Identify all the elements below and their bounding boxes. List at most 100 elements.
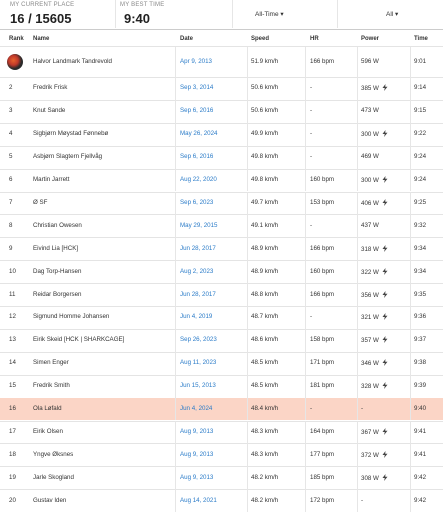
- column-divider: [175, 237, 176, 261]
- time-filter[interactable]: All-Time ▾: [255, 11, 284, 18]
- column-divider: [410, 77, 411, 100]
- highlight-row: [0, 397, 443, 421]
- athlete-name[interactable]: Sigmund Homme Johansen: [33, 313, 109, 320]
- power-text: 469 W: [361, 153, 379, 161]
- date-cell[interactable]: Aug 9, 2013: [180, 474, 213, 481]
- name-text: Fredrik Frisk: [33, 84, 68, 92]
- column-divider: [175, 374, 176, 398]
- power-meter-icon: [382, 244, 388, 252]
- date-cell[interactable]: May 26, 2024: [180, 130, 218, 137]
- power-cell: 356 W: [361, 290, 388, 299]
- speed-cell: 48.3 km/h: [251, 451, 278, 458]
- athlete-name[interactable]: Ola Løfald: [33, 405, 62, 412]
- power-cell: 406 W: [361, 198, 388, 207]
- date-cell[interactable]: Aug 22, 2020: [180, 176, 217, 183]
- column-divider: [247, 237, 248, 261]
- date-cell[interactable]: Aug 11, 2023: [180, 359, 216, 366]
- date-text: Sep 6, 2016: [180, 153, 214, 161]
- name-text: Knut Sande: [33, 107, 66, 115]
- rank-cell: 7: [9, 199, 12, 206]
- hr-text: 153 bpm: [310, 198, 335, 206]
- name-text: Reidar Borgersen: [33, 290, 82, 298]
- athlete-name[interactable]: Jarle Skogland: [33, 474, 74, 481]
- athlete-name[interactable]: Martin Jarrett: [33, 176, 69, 183]
- date-cell[interactable]: Jun 28, 2017: [180, 291, 216, 298]
- athlete-name[interactable]: Fredrik Frisk: [33, 84, 67, 91]
- date-cell[interactable]: Sep 6, 2023: [180, 199, 213, 206]
- column-divider: [357, 214, 358, 238]
- power-cell: -: [361, 497, 363, 504]
- date-text: Sep 3, 2014: [180, 84, 214, 92]
- date-cell[interactable]: Sep 3, 2014: [180, 84, 213, 91]
- date-cell[interactable]: Aug 9, 2013: [180, 428, 213, 435]
- athlete-name[interactable]: Sigbjørn Møystad Fønnebø: [33, 130, 108, 137]
- athlete-name[interactable]: Eivind Lia [HCK]: [33, 245, 78, 252]
- athlete-name[interactable]: Gustav Iden: [33, 497, 66, 504]
- name-text: Dag Torp-Hansen: [33, 267, 82, 275]
- name-text: Eivind Lia [HCK]: [33, 244, 79, 252]
- column-header: HR: [310, 36, 319, 42]
- best-time: 9:40: [124, 11, 151, 26]
- athlete-name[interactable]: Knut Sande: [33, 107, 65, 114]
- date-cell[interactable]: Apr 9, 2013: [180, 58, 212, 65]
- date-cell[interactable]: Sep 6, 2016: [180, 107, 213, 114]
- group-filter[interactable]: All ▾: [386, 11, 399, 18]
- date-text: Jun 15, 2013: [180, 382, 216, 390]
- time-text: 9:38: [414, 359, 427, 367]
- speed-text: 48.4 km/h: [251, 405, 279, 413]
- row-rule: [0, 237, 443, 239]
- date-cell[interactable]: Sep 6, 2016: [180, 153, 213, 160]
- athlete-name[interactable]: Yngve Øksnes: [33, 451, 73, 458]
- column-divider: [247, 283, 248, 306]
- power-text: 322 W: [361, 268, 379, 276]
- power-meter-icon: [382, 382, 388, 390]
- column-divider: [175, 283, 176, 306]
- column-divider: [175, 328, 176, 352]
- time-cell: 9:14: [414, 84, 426, 91]
- time-text: 9:01: [414, 58, 427, 65]
- athlete-name[interactable]: Eirik Skeid [HCK | SHARKCAGE]: [33, 336, 124, 343]
- athlete-name[interactable]: Reidar Borgersen: [33, 291, 82, 298]
- athlete-name[interactable]: Dag Torp-Hansen: [33, 268, 81, 275]
- hr-text: -: [310, 221, 313, 229]
- rank-cell: 16: [9, 405, 16, 412]
- athlete-name[interactable]: Ø SF: [33, 199, 47, 206]
- name-text: Gustav Iden: [33, 496, 67, 504]
- athlete-name[interactable]: Asbjørn Slagtern Fjellvåg: [33, 153, 102, 160]
- date-cell[interactable]: May 29, 2015: [180, 222, 218, 229]
- power-cell: 328 W: [361, 382, 388, 390]
- power-meter-icon: [382, 473, 388, 481]
- date-cell[interactable]: Sep 26, 2023: [180, 336, 217, 343]
- power-meter-icon: [382, 176, 388, 184]
- speed-text: 48.2 km/h: [251, 473, 279, 481]
- date-cell[interactable]: Jun 28, 2017: [180, 245, 216, 252]
- athlete-name[interactable]: Eirik Olsen: [33, 428, 63, 435]
- hr-text: -: [310, 153, 313, 161]
- date-cell[interactable]: Aug 2, 2023: [180, 268, 213, 275]
- date-text: Aug 9, 2013: [180, 473, 214, 481]
- column-divider: [305, 260, 306, 284]
- rank-cell: 4: [9, 130, 12, 137]
- date-cell[interactable]: Aug 14, 2021: [180, 497, 217, 504]
- athlete-name[interactable]: Simen Enger: [33, 359, 69, 366]
- hr-cell: 177 bpm: [310, 451, 334, 458]
- athlete-name[interactable]: Christian Owesen: [33, 222, 82, 229]
- column-divider: [247, 99, 248, 123]
- column-divider: [410, 122, 411, 146]
- column-divider: [357, 374, 358, 398]
- speed-cell: 50.6 km/h: [251, 107, 278, 114]
- hr-cell: 153 bpm: [310, 199, 334, 206]
- date-cell[interactable]: Jun 4, 2024: [180, 405, 212, 412]
- date-cell[interactable]: Aug 9, 2013: [180, 451, 213, 458]
- athlete-name[interactable]: Halvor Landmark Tandrevold: [33, 58, 112, 65]
- row-rule: [0, 306, 443, 307]
- time-text: 9:25: [414, 198, 427, 206]
- date-cell[interactable]: Jun 15, 2013: [180, 382, 216, 389]
- athlete-name[interactable]: Fredrik Smith: [33, 382, 70, 389]
- hr-cell: 172 bpm: [310, 497, 334, 504]
- date-cell[interactable]: Jun 4, 2019: [180, 313, 212, 320]
- rank-cell: 17: [9, 428, 16, 435]
- column-divider: [410, 328, 411, 352]
- column-divider: [410, 397, 411, 421]
- speed-cell: 48.7 km/h: [251, 313, 278, 320]
